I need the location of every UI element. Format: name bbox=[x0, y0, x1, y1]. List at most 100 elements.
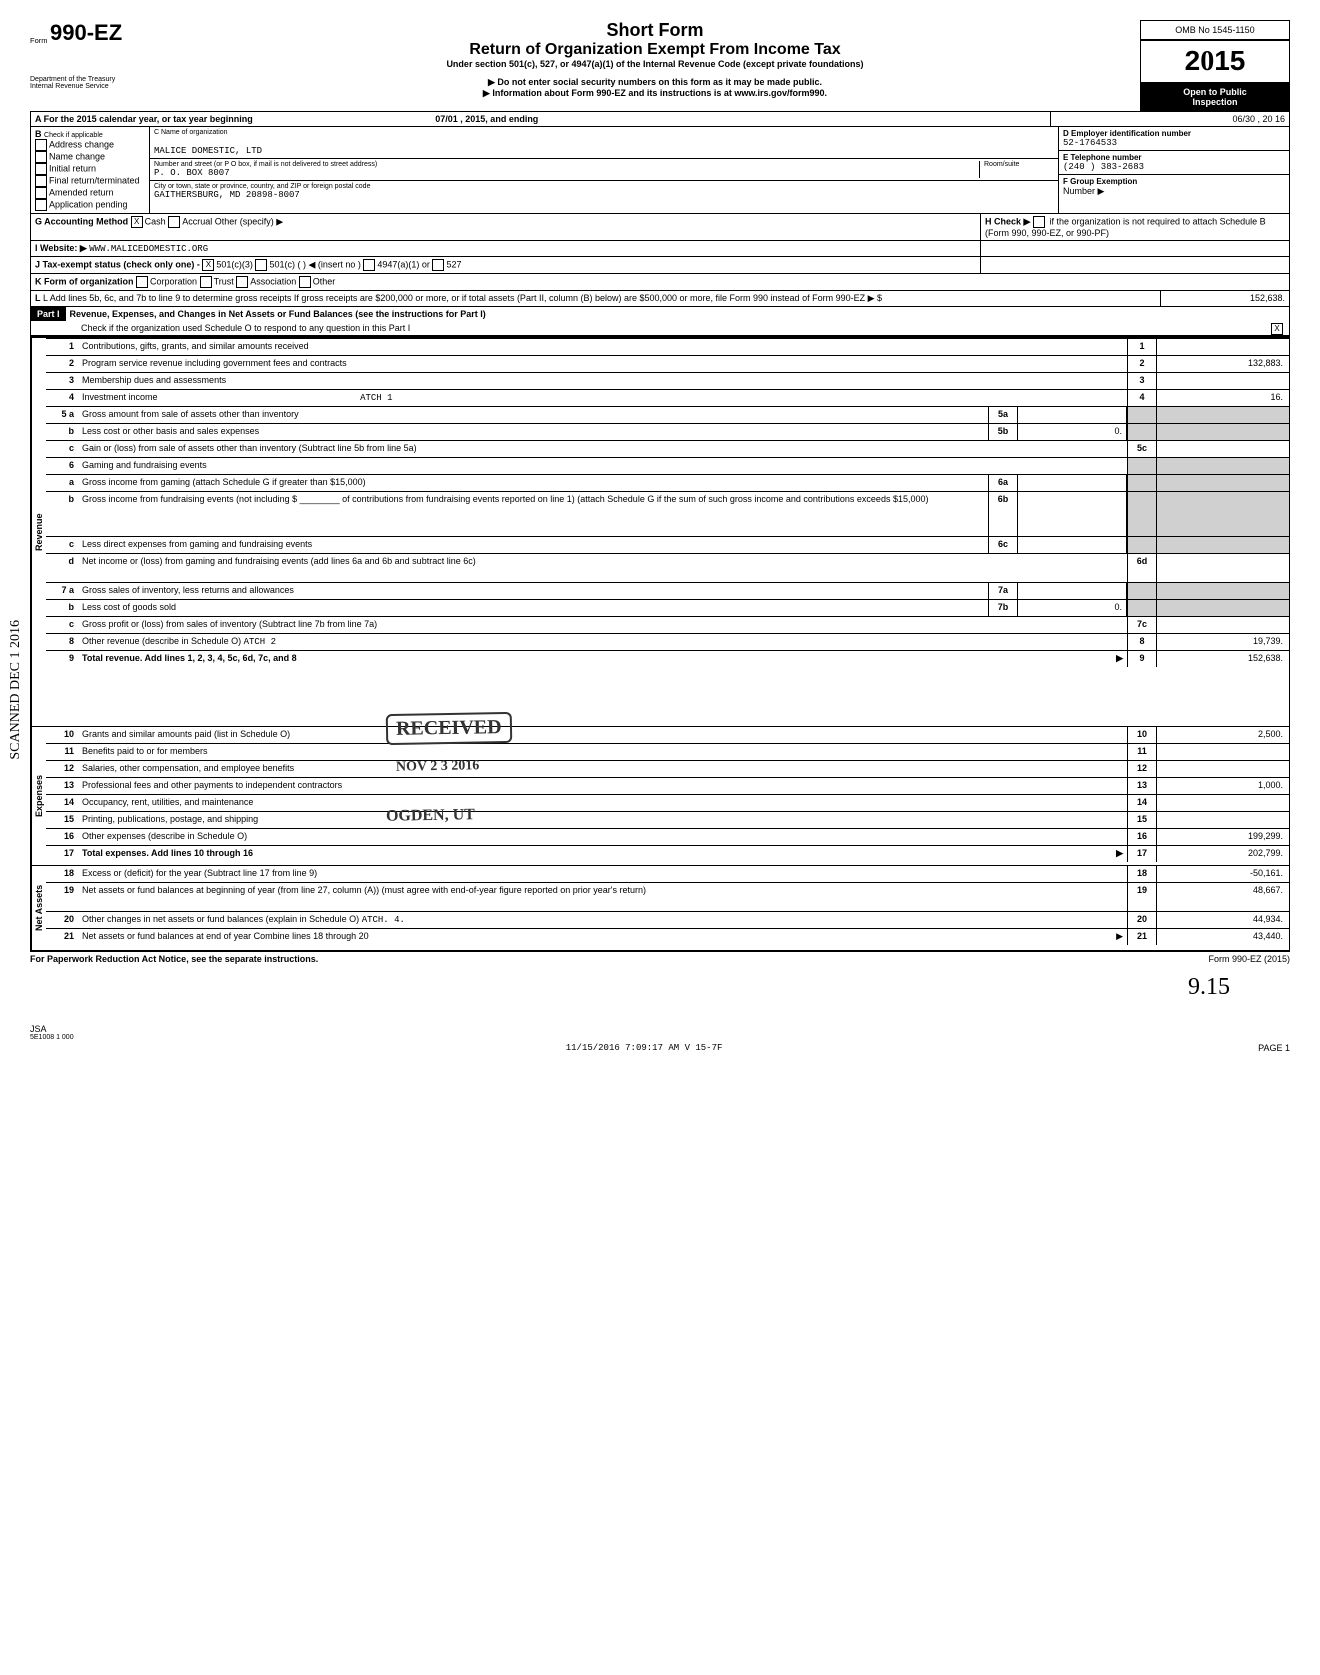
line-20-val: 44,934. bbox=[1156, 912, 1289, 928]
accrual-checkbox[interactable] bbox=[168, 216, 180, 228]
jsa-code: 5E1008 1 000 bbox=[30, 1034, 1290, 1041]
omb-number: OMB No 1545-1150 bbox=[1140, 20, 1290, 40]
line-1: Contributions, gifts, grants, and simila… bbox=[78, 339, 1127, 355]
section-e-label: E Telephone number bbox=[1063, 153, 1285, 162]
line-16: Other expenses (describe in Schedule O) bbox=[78, 829, 1127, 845]
line-6c: Less direct expenses from gaming and fun… bbox=[78, 537, 988, 553]
revenue-side-label: Revenue bbox=[31, 338, 46, 726]
section-d-label: D Employer identification number bbox=[1063, 129, 1285, 138]
line-19-val: 48,667. bbox=[1156, 883, 1289, 911]
section-a-label: A For the 2015 calendar year, or tax yea… bbox=[31, 112, 1051, 126]
line-5c: Gain or (loss) from sale of assets other… bbox=[78, 441, 1127, 457]
line-14: Occupancy, rent, utilities, and maintena… bbox=[78, 795, 1127, 811]
tax-year: 2015 bbox=[1140, 40, 1290, 83]
section-l-value: 152,638. bbox=[1161, 291, 1289, 306]
line-6b: Gross income from fundraising events (no… bbox=[78, 492, 988, 536]
section-f-number: Number ▶ bbox=[1063, 186, 1285, 197]
page-number: PAGE 1 bbox=[1258, 1043, 1290, 1053]
final-return-checkbox[interactable] bbox=[35, 175, 47, 187]
line-11: Benefits paid to or for members bbox=[78, 744, 1127, 760]
line-7b: Less cost of goods sold bbox=[78, 600, 988, 616]
line-4-val: 16. bbox=[1156, 390, 1289, 406]
line-7a: Gross sales of inventory, less returns a… bbox=[78, 583, 988, 599]
line-12: Salaries, other compensation, and employ… bbox=[78, 761, 1127, 777]
line-6: Gaming and fundraising events bbox=[78, 458, 1127, 474]
cash-checkbox[interactable]: X bbox=[131, 216, 143, 228]
line-5b-val: 0. bbox=[1018, 424, 1127, 440]
line-21: Net assets or fund balances at end of ye… bbox=[78, 929, 1127, 945]
h-checkbox[interactable] bbox=[1033, 216, 1045, 228]
part1-label: Part I bbox=[31, 307, 66, 321]
line-7b-val: 0. bbox=[1018, 600, 1127, 616]
paperwork-notice: For Paperwork Reduction Act Notice, see … bbox=[30, 954, 318, 964]
line-8: Other revenue (describe in Schedule O) A… bbox=[78, 634, 1127, 650]
line-15: Printing, publications, postage, and shi… bbox=[78, 812, 1127, 828]
section-b: B Check if applicable Address change Nam… bbox=[31, 127, 150, 213]
line-13-val: 1,000. bbox=[1156, 778, 1289, 794]
line-9: Total revenue. Add lines 1, 2, 3, 4, 5c,… bbox=[78, 651, 1127, 667]
line-5a: Gross amount from sale of assets other t… bbox=[78, 407, 988, 423]
section-c-label: C Name of organization bbox=[154, 129, 1054, 136]
line-6d: Net income or (loss) from gaming and fun… bbox=[78, 554, 1127, 582]
line-17-val: 202,799. bbox=[1156, 846, 1289, 862]
initial-return-checkbox[interactable] bbox=[35, 163, 47, 175]
print-timestamp: 11/15/2016 7:09:17 AM V 15-7F bbox=[566, 1043, 723, 1053]
signature-date: 9.15 bbox=[1188, 974, 1230, 1001]
city-label: City or town, state or province, country… bbox=[154, 183, 1054, 190]
form-990ez-label: Form 990-EZ (2015) bbox=[1208, 954, 1290, 964]
section-i: I Website: ▶ WWW.MALICEDOMESTIC.ORG bbox=[31, 241, 981, 256]
ein-value: 52-1764533 bbox=[1063, 138, 1285, 148]
section-l-text: L L Add lines 5b, 6c, and 7b to line 9 t… bbox=[31, 291, 1161, 306]
section-k: K Form of organization Corporation Trust… bbox=[31, 274, 1289, 290]
part1-check-text: Check if the organization used Schedule … bbox=[81, 323, 410, 333]
irs-label: Internal Revenue Service bbox=[30, 83, 170, 90]
other-checkbox[interactable] bbox=[299, 276, 311, 288]
info-about: ▶ Information about Form 990-EZ and its … bbox=[180, 88, 1130, 99]
section-h: H Check ▶ if the organization is not req… bbox=[981, 214, 1289, 240]
schedule-o-checkbox[interactable]: X bbox=[1271, 323, 1283, 335]
city-value: GAITHERSBURG, MD 20898-8007 bbox=[154, 190, 1054, 200]
line-2: Program service revenue including govern… bbox=[78, 356, 1127, 372]
amended-return-checkbox[interactable] bbox=[35, 187, 47, 199]
received-stamp: RECEIVED bbox=[386, 712, 512, 745]
4947-checkbox[interactable] bbox=[363, 259, 375, 271]
line-19: Net assets or fund balances at beginning… bbox=[78, 883, 1127, 911]
line-13: Professional fees and other payments to … bbox=[78, 778, 1127, 794]
501c3-checkbox[interactable]: X bbox=[202, 259, 214, 271]
ogden-stamp: OGDEN, UT bbox=[386, 806, 475, 826]
part1-title: Revenue, Expenses, and Changes in Net As… bbox=[66, 307, 1289, 321]
line-5b: Less cost or other basis and sales expen… bbox=[78, 424, 988, 440]
line-3: Membership dues and assessments bbox=[78, 373, 1127, 389]
app-pending-checkbox[interactable] bbox=[35, 199, 47, 211]
501c-checkbox[interactable] bbox=[255, 259, 267, 271]
527-checkbox[interactable] bbox=[432, 259, 444, 271]
assoc-checkbox[interactable] bbox=[236, 276, 248, 288]
expenses-side-label: Expenses bbox=[31, 727, 46, 865]
trust-checkbox[interactable] bbox=[200, 276, 212, 288]
phone-value: (240 ) 383-2683 bbox=[1063, 162, 1285, 172]
dept-treasury: Department of the Treasury bbox=[30, 76, 170, 83]
form-prefix: Form 990-EZ bbox=[30, 20, 170, 46]
form-header: Form 990-EZ Department of the Treasury I… bbox=[30, 20, 1290, 111]
open-public: Open to PublicInspection bbox=[1140, 83, 1290, 111]
section-g: G Accounting Method XCash Accrual Other … bbox=[31, 214, 981, 240]
line-10: Grants and similar amounts paid (list in… bbox=[78, 727, 1127, 743]
scanned-stamp: SCANNED DEC 1 2016 bbox=[8, 620, 24, 760]
form-number: 990-EZ bbox=[50, 20, 122, 45]
line-4: Investment income ATCH 1 bbox=[78, 390, 1127, 406]
line-2-val: 132,883. bbox=[1156, 356, 1289, 372]
do-not-enter: ▶ Do not enter social security numbers o… bbox=[180, 77, 1130, 88]
section-f-label: F Group Exemption bbox=[1063, 177, 1285, 186]
line-10-val: 2,500. bbox=[1156, 727, 1289, 743]
line-9-val: 152,638. bbox=[1156, 651, 1289, 667]
line-18: Excess or (deficit) for the year (Subtra… bbox=[78, 866, 1127, 882]
line-20: Other changes in net assets or fund bala… bbox=[78, 912, 1127, 928]
org-name: MALICE DOMESTIC, LTD bbox=[154, 146, 1054, 156]
name-change-checkbox[interactable] bbox=[35, 151, 47, 163]
jsa-label: JSA bbox=[30, 1024, 1290, 1034]
corp-checkbox[interactable] bbox=[136, 276, 148, 288]
room-label: Room/suite bbox=[979, 161, 1054, 178]
address-change-checkbox[interactable] bbox=[35, 139, 47, 151]
line-16-val: 199,299. bbox=[1156, 829, 1289, 845]
section-a-end: 06/30 , 20 16 bbox=[1051, 112, 1289, 126]
